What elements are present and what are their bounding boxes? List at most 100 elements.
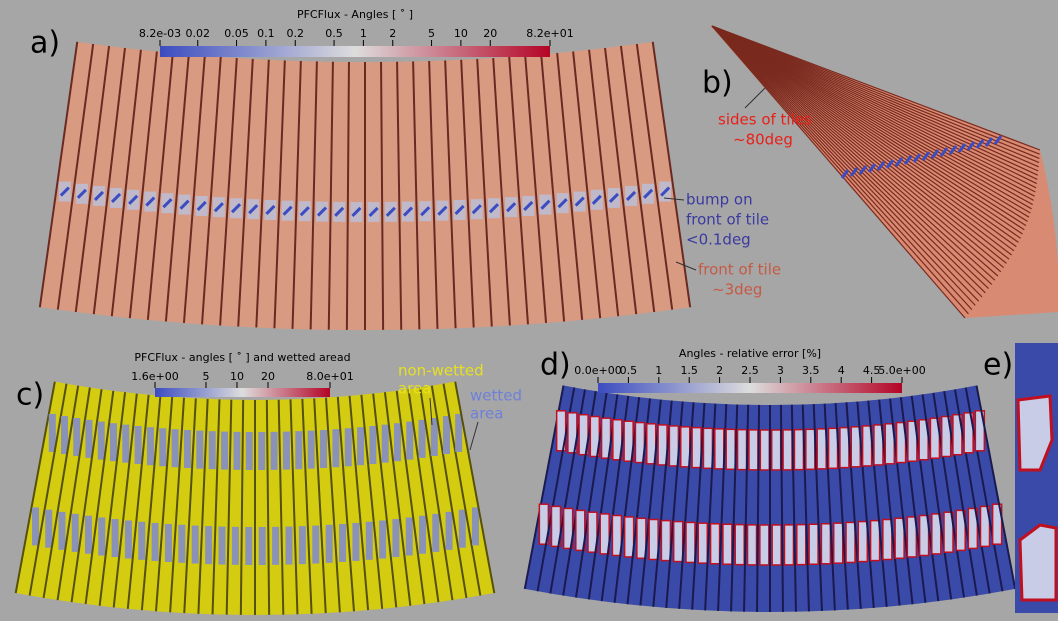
error-region	[858, 522, 867, 562]
annotation-line: <0.1deg	[686, 231, 751, 249]
figure: PFCFlux - Angles [ ˚ ]8.2e-030.020.050.1…	[0, 0, 1058, 621]
wetted-area	[326, 525, 333, 563]
colorbar-tick-label: 1.6e+00	[131, 370, 178, 383]
colorbar-tick-label: 1	[655, 364, 662, 377]
wetted-area	[245, 527, 252, 565]
wetted-area	[85, 420, 92, 458]
error-region	[760, 525, 769, 565]
wetted-area	[45, 510, 52, 548]
wetted-area	[419, 420, 426, 458]
colorbar-tick-label: 0.02	[186, 27, 211, 40]
error-region	[772, 525, 781, 565]
wetted-area	[320, 430, 327, 468]
wetted-area	[443, 416, 450, 454]
wetted-area	[432, 514, 439, 552]
colorbar-tick-label: 20	[261, 370, 275, 383]
colorbar-tick-label: 5	[202, 370, 209, 383]
annotation-line: front of tile	[686, 211, 769, 229]
wetted-area	[58, 512, 65, 550]
wetted-area	[339, 524, 346, 562]
wetted-area	[406, 517, 413, 555]
colorbar-tick-label: 3	[777, 364, 784, 377]
error-region	[715, 429, 724, 469]
error-region	[829, 428, 838, 468]
wetted-area	[379, 520, 386, 558]
error-region	[846, 522, 855, 562]
colorbar-tick-label: 0.1	[257, 27, 275, 40]
colorbar-tick-label: 8.2e-03	[139, 27, 181, 40]
error-region	[883, 520, 892, 560]
error-region	[726, 429, 735, 469]
wetted-area	[209, 431, 216, 469]
error-region	[895, 518, 904, 558]
colorbar-tick-label: 0.05	[224, 27, 249, 40]
wetted-area	[192, 526, 199, 564]
wetted-area	[110, 423, 117, 461]
error-region	[760, 430, 769, 470]
panel-label: c)	[16, 378, 44, 413]
wetted-area	[472, 507, 479, 545]
error-region	[711, 524, 720, 564]
panel-label: a)	[30, 26, 60, 61]
wetted-area	[259, 527, 266, 565]
error-region	[797, 525, 806, 565]
panel-label: e)	[983, 348, 1013, 383]
wetted-area	[165, 524, 172, 562]
wetted-area	[366, 522, 373, 560]
wetted-area	[85, 516, 92, 554]
error-region	[809, 524, 818, 564]
colorbar-title: PFCFlux - angles [ ˚ ] and wetted aread	[134, 351, 350, 364]
error-region	[686, 522, 695, 562]
error-region	[748, 525, 757, 565]
error-region	[783, 430, 792, 470]
wetted-area	[392, 519, 399, 557]
colorbar-tick-label: 1.5	[680, 364, 698, 377]
error-region	[806, 429, 815, 469]
wetted-area	[125, 520, 132, 558]
wetted-area	[286, 527, 293, 565]
annotation-line: ~3deg	[712, 281, 762, 299]
wetted-area	[159, 428, 166, 466]
wetted-area	[98, 517, 105, 555]
error-region	[821, 524, 830, 564]
wetted-area	[352, 523, 359, 561]
wetted-area	[246, 432, 253, 470]
colorbar-tick-label: 2.5	[741, 364, 759, 377]
wetted-area	[172, 429, 179, 467]
colorbar-title: Angles - relative error [%]	[679, 347, 821, 360]
wetted-area	[455, 414, 462, 452]
colorbar-tick-label: 1	[360, 27, 367, 40]
error-region	[817, 429, 826, 469]
wetted-area	[419, 516, 426, 554]
colorbar-tick-label: 20	[483, 27, 497, 40]
wetted-area	[205, 526, 212, 564]
error-region	[649, 520, 658, 560]
error-region	[661, 521, 670, 561]
wetted-area	[406, 422, 413, 460]
annotation-line: area	[398, 380, 431, 398]
colorbar-tick-label: 3.5	[802, 364, 820, 377]
wetted-area	[332, 429, 339, 467]
colorbar-tick-label: 0.5	[620, 364, 638, 377]
colorbar-tick-label: 2	[716, 364, 723, 377]
colorbar-tick-label: 0.5	[325, 27, 343, 40]
wetted-area	[135, 426, 142, 464]
annotation-line: front of tile	[698, 261, 781, 279]
colorbar-tick-label: 0.2	[287, 27, 305, 40]
wetted-area	[112, 519, 119, 557]
error-region	[834, 523, 843, 563]
error-region	[772, 430, 781, 470]
annotation-line: area	[470, 405, 503, 423]
colorbar	[160, 46, 550, 57]
wetted-area	[394, 423, 401, 461]
wetted-area	[72, 514, 79, 552]
colorbar-tick-label: 0.0e+00	[574, 364, 621, 377]
wetted-area	[184, 430, 191, 468]
wetted-area	[357, 427, 364, 465]
colorbar-tick-label: 5.0e+00	[878, 364, 925, 377]
wetted-area	[98, 422, 105, 460]
annotation-line: sides of tiles	[718, 111, 812, 129]
wetted-area	[459, 510, 466, 548]
wetted-area	[196, 431, 203, 469]
error-region	[840, 428, 849, 468]
